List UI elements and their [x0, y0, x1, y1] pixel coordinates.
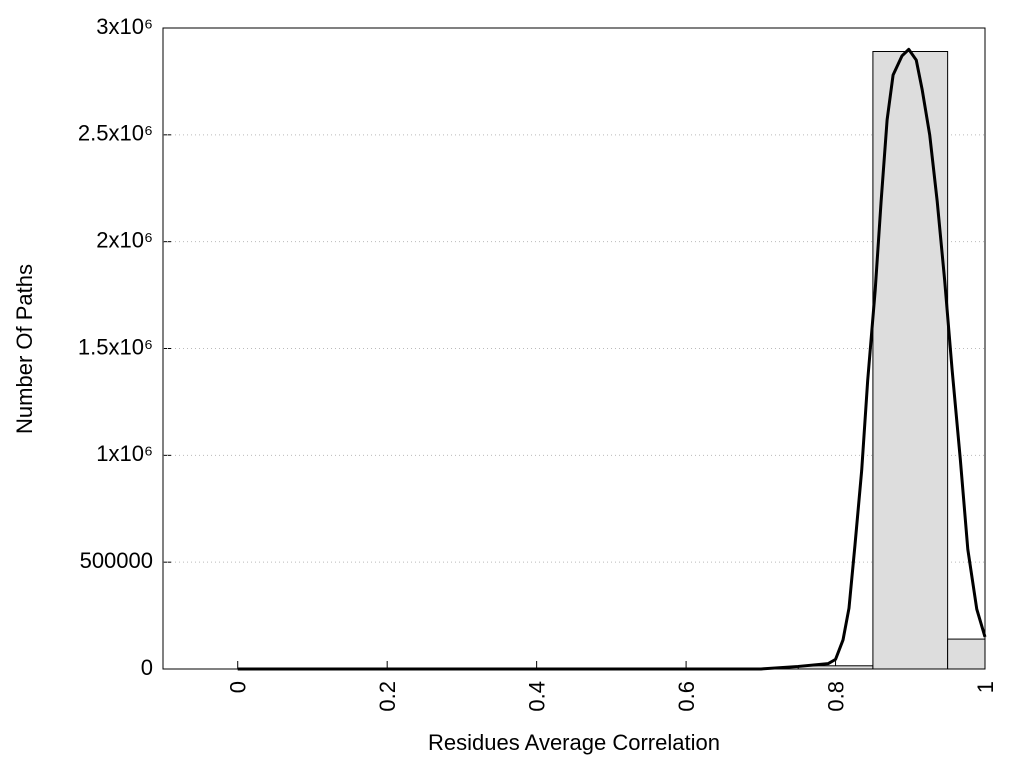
y-tick-label: 3x10⁶ — [96, 14, 153, 39]
y-tick-label: 500000 — [80, 548, 153, 573]
x-tick-label: 0 — [226, 681, 251, 693]
bar — [947, 638, 986, 670]
y-tick-label: 0 — [141, 655, 153, 680]
plot-frame — [162, 27, 986, 670]
x-tick-label: 1 — [973, 681, 998, 693]
y-tick-label: 2.5x10⁶ — [78, 121, 153, 146]
y-tick-label: 1.5x10⁶ — [78, 334, 153, 359]
y-axis-label: Number Of Paths — [12, 264, 37, 434]
x-tick-label: 0.4 — [525, 681, 550, 712]
x-tick-label: 0.8 — [824, 681, 849, 712]
y-tick-label: 2x10⁶ — [96, 227, 153, 252]
x-tick-label: 0.2 — [375, 681, 400, 712]
x-tick-label: 0.6 — [674, 681, 699, 712]
density-line — [237, 47, 987, 671]
y-tick-label: 1x10⁶ — [96, 441, 153, 466]
x-axis-label: Residues Average Correlation — [428, 730, 720, 755]
